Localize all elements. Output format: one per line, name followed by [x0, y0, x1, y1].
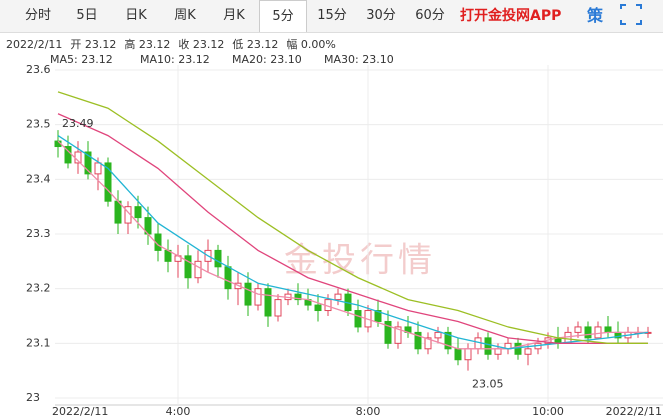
- info-text: 幅 0.00%: [286, 38, 335, 51]
- candle-body: [594, 326, 602, 339]
- extreme-label: 23.05: [472, 378, 504, 391]
- y-tick-label: 23: [26, 391, 40, 404]
- legend-entry: MA20: 23.10: [232, 53, 302, 66]
- ma-line: [57, 113, 648, 344]
- y-tick-label: 23.1: [26, 336, 51, 349]
- candle-body: [454, 348, 462, 361]
- candle-body: [244, 282, 252, 306]
- tab[interactable]: 月K: [223, 8, 245, 23]
- y-tick-label: 23.5: [26, 118, 51, 131]
- tab[interactable]: 5日: [76, 8, 98, 23]
- info-text: 低 23.12: [232, 38, 278, 51]
- candle-body: [354, 310, 362, 328]
- candle-body: [444, 331, 452, 350]
- candle-body: [224, 266, 232, 290]
- x-tick-label: 2022/2/11: [606, 405, 662, 418]
- candle-body: [84, 151, 92, 175]
- candle-body: [274, 299, 282, 317]
- candle-body: [374, 310, 382, 322]
- candle-body: [604, 326, 612, 333]
- x-tick-label: 8:00: [356, 405, 381, 418]
- legend-entry: MA5: 23.12: [50, 53, 113, 66]
- watermark: 金投行情: [284, 241, 436, 281]
- y-tick-label: 23.2: [26, 282, 51, 295]
- legend-entry: MA30: 23.10: [324, 53, 394, 66]
- candle-body: [184, 255, 192, 279]
- candle-body: [494, 348, 502, 355]
- y-tick-label: 23.4: [26, 172, 51, 185]
- candle-body: [134, 206, 142, 219]
- legend-entry: MA10: 23.12: [140, 53, 210, 66]
- candle-body: [484, 337, 492, 355]
- candle-body: [424, 337, 432, 350]
- tab[interactable]: 60分: [415, 8, 445, 23]
- tab[interactable]: 5分: [259, 0, 307, 32]
- extreme-label: 23.49: [62, 117, 94, 130]
- candle-body: [194, 260, 202, 279]
- tab[interactable]: 周K: [174, 8, 196, 23]
- candle-body: [314, 304, 322, 312]
- candle-body: [264, 288, 272, 317]
- info-text: 2022/2/11: [6, 38, 62, 51]
- candle-body: [514, 342, 522, 355]
- tab[interactable]: 日K: [125, 8, 147, 23]
- tab-bar: [0, 0, 663, 33]
- candle-body: [254, 288, 262, 306]
- tab[interactable]: 分时: [24, 8, 51, 23]
- x-tick-label: 4:00: [166, 405, 191, 418]
- candle-body: [524, 348, 532, 355]
- ma-line: [57, 91, 648, 344]
- strategy-icon[interactable]: 策: [587, 6, 604, 25]
- tab[interactable]: 15分: [317, 8, 347, 23]
- tab[interactable]: 30分: [366, 8, 396, 23]
- candle-body: [334, 293, 342, 301]
- info-text: 收 23.12: [178, 37, 224, 51]
- candle-body: [394, 326, 402, 344]
- candle-body: [584, 326, 592, 339]
- expand-icon[interactable]: [620, 4, 642, 25]
- candle-body: [574, 326, 582, 333]
- app-link[interactable]: 打开金投网APP: [460, 8, 562, 24]
- candle-body: [464, 348, 472, 361]
- info-text: 高 23.12: [124, 37, 170, 51]
- x-tick-label: 10:00: [532, 405, 564, 418]
- candle-body: [414, 331, 422, 350]
- info-text: 开 23.12: [70, 38, 116, 51]
- candle-body: [294, 293, 302, 301]
- candle-body: [434, 331, 442, 339]
- y-tick-label: 23.3: [26, 227, 51, 240]
- candle-body: [104, 162, 112, 202]
- candle-body: [384, 320, 392, 344]
- candle-body: [214, 249, 222, 268]
- x-tick-label: 2022/2/11: [52, 405, 108, 418]
- candle-body: [94, 162, 102, 175]
- y-tick-label: 23.6: [26, 63, 51, 76]
- candle-body: [114, 200, 122, 224]
